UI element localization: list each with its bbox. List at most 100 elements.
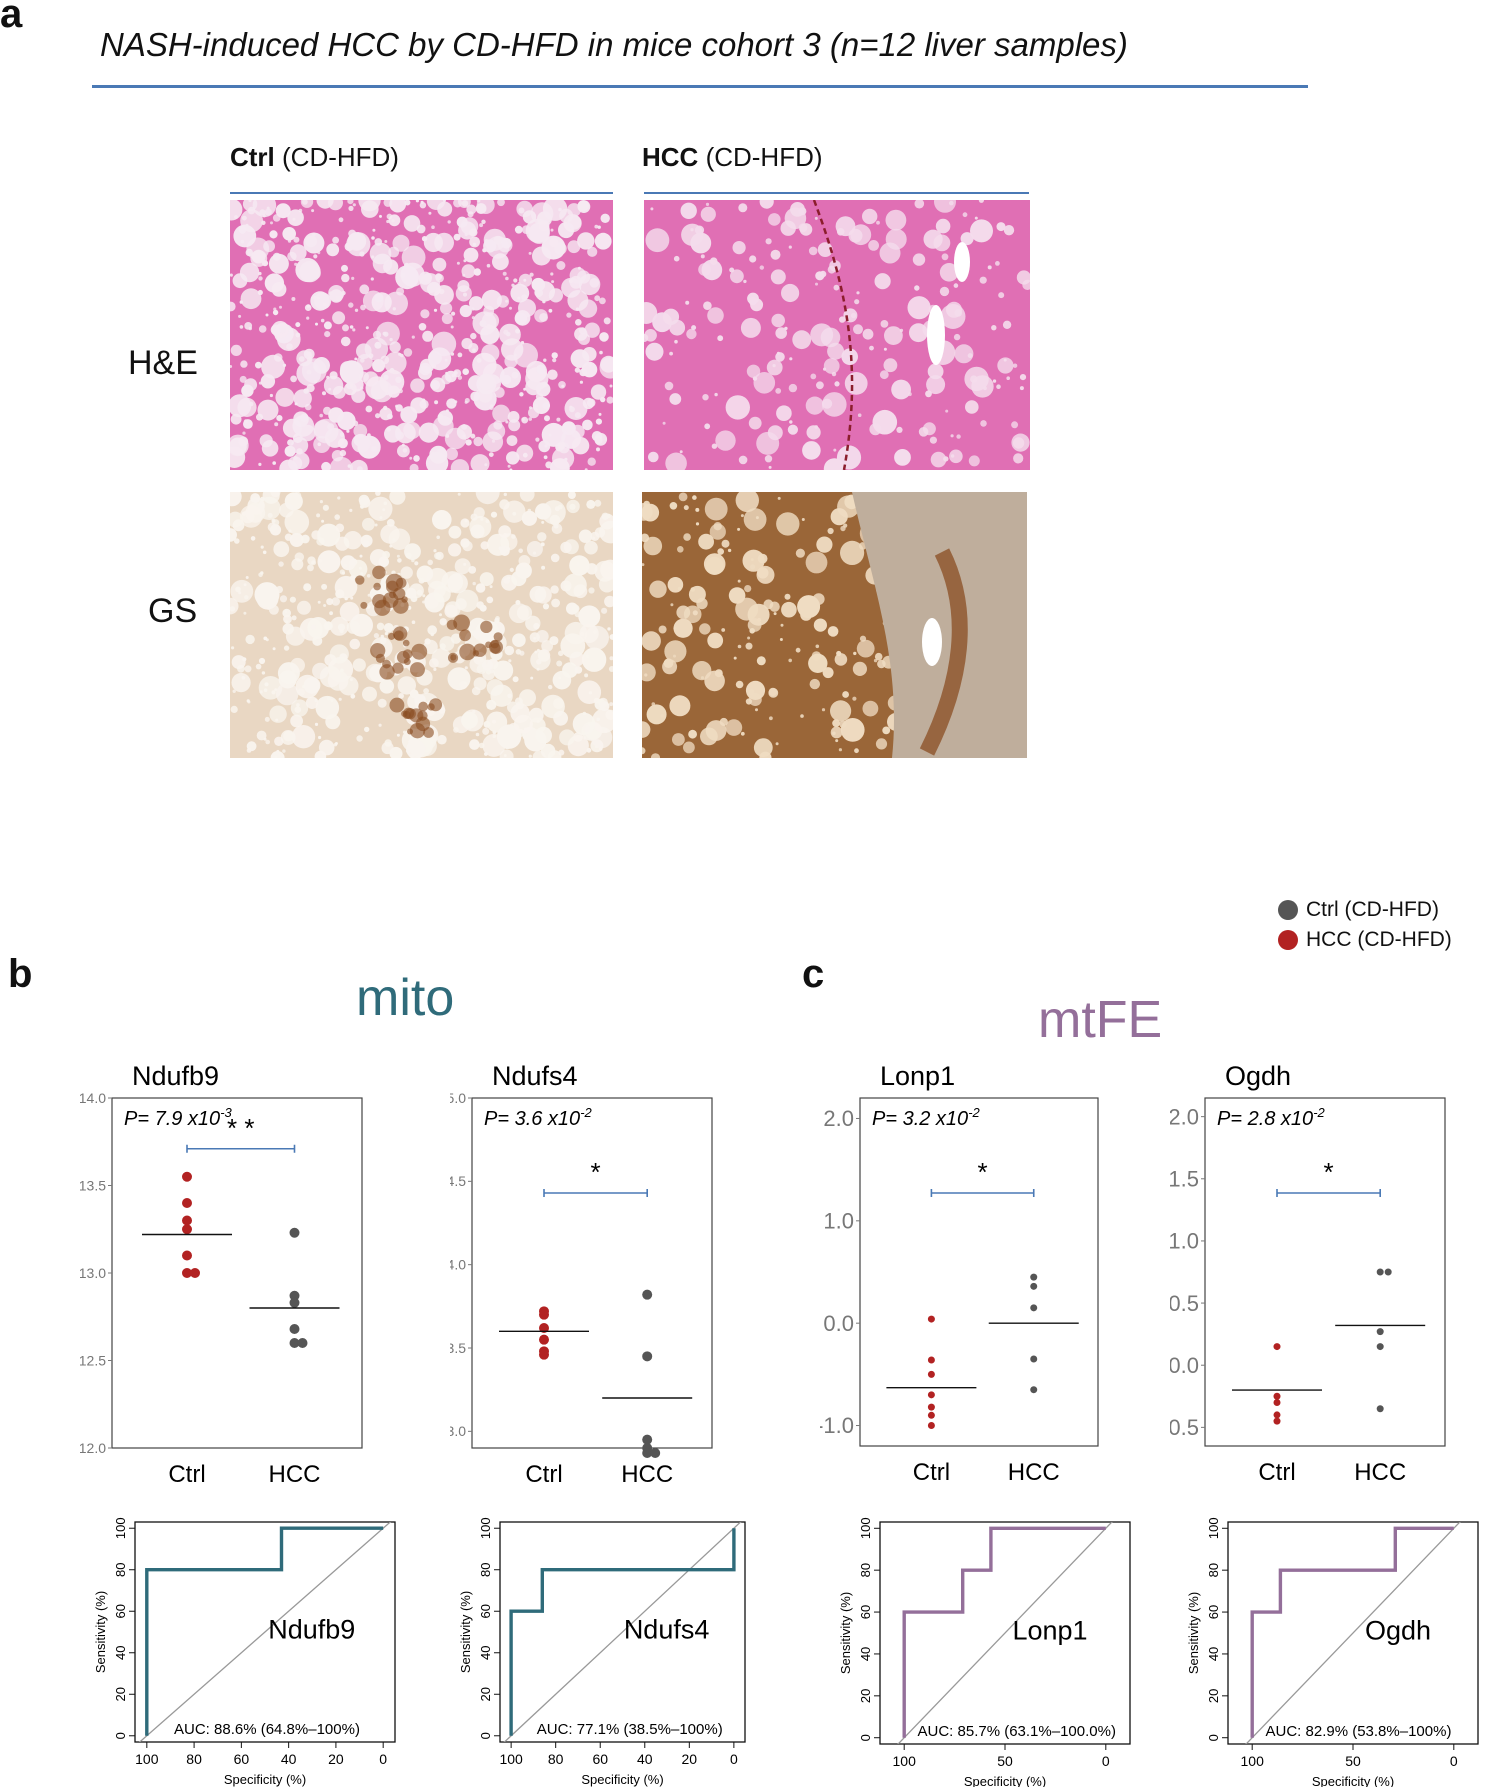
vacuole: [462, 368, 469, 375]
vacuole: [579, 380, 583, 384]
vacuole: [245, 576, 249, 579]
vacuole: [609, 656, 613, 661]
vacuole: [816, 536, 833, 553]
vacuole: [366, 574, 371, 578]
vacuole: [979, 276, 987, 284]
vacuole: [231, 673, 251, 693]
vacuole: [738, 203, 748, 213]
vacuole: [492, 730, 497, 735]
vacuole: [914, 285, 920, 291]
vacuole: [319, 665, 342, 688]
vacuole: [378, 723, 382, 727]
vacuole: [553, 710, 568, 726]
vacuole: [420, 273, 440, 293]
vacuole: [434, 285, 454, 305]
vacuole: [430, 380, 441, 390]
vacuole: [402, 448, 408, 453]
vacuole: [596, 717, 601, 722]
vacuole: [672, 733, 685, 746]
vacuole: [730, 269, 744, 284]
vacuole: [606, 513, 611, 519]
roc-gene-label: Ndufs4: [624, 1615, 710, 1645]
x-tick-label: 50: [997, 1753, 1013, 1769]
vacuole: [471, 686, 481, 696]
data-point-hcc: [289, 1290, 300, 1301]
vacuole: [775, 352, 785, 362]
vacuole: [967, 353, 973, 359]
vacuole: [257, 399, 279, 421]
tumor-border-line: [812, 200, 854, 470]
vacuole: [508, 659, 512, 663]
vacuole: [383, 405, 388, 411]
vacuole: [365, 405, 373, 413]
x-axis-label: Specificity (%): [581, 1772, 663, 1787]
vacuole: [683, 533, 691, 541]
vacuole: [551, 598, 560, 608]
vacuole: [457, 375, 463, 380]
vacuole: [805, 551, 828, 574]
vacuole: [743, 508, 767, 531]
vacuole: [405, 587, 417, 599]
vacuole: [502, 271, 507, 276]
vacuole: [599, 357, 613, 379]
vacuole: [748, 296, 757, 306]
vacuole: [472, 581, 476, 586]
vacuole: [997, 357, 1014, 374]
vacuole: [665, 452, 687, 470]
vacuole: [350, 693, 356, 699]
vacuole: [876, 220, 880, 225]
vacuole: [276, 415, 283, 422]
vacuole: [420, 200, 424, 204]
x-tick-label: 100: [893, 1753, 917, 1769]
vacuole: [545, 461, 553, 469]
vacuole: [507, 411, 520, 423]
vacuole: [463, 562, 467, 566]
vacuole: [362, 517, 375, 531]
vacuole: [411, 620, 416, 624]
vacuole: [352, 418, 356, 422]
data-point-ctrl: [1273, 1411, 1281, 1419]
data-point-hcc: [1030, 1304, 1038, 1312]
vacuole: [293, 236, 300, 243]
vacuole: [386, 219, 390, 224]
vacuole: [680, 202, 697, 219]
vacuole: [582, 724, 591, 733]
vacuole: [651, 702, 656, 706]
x-tick-label: 40: [637, 1751, 653, 1767]
vacuole: [515, 562, 532, 579]
vacuole: [770, 249, 781, 260]
gs-stain-cluster: [473, 643, 487, 657]
vacuole: [383, 374, 389, 380]
vacuole: [560, 541, 572, 554]
y-tick-label: 1.0: [1170, 1229, 1199, 1254]
data-point-hcc: [289, 1297, 300, 1308]
vacuole: [317, 550, 341, 574]
vacuole: [699, 623, 711, 635]
vacuole: [609, 702, 613, 707]
roc-ndufb9: 100 80 60 40 20 0 0 20 40 60 80 100 Specificity (%) S…: [93, 1517, 396, 1787]
x-category-label: Ctrl: [1258, 1459, 1295, 1486]
y-tick-label: 1.5: [1170, 1166, 1199, 1191]
vacuole: [753, 372, 776, 394]
vacuole: [650, 753, 661, 758]
y-axis-label: Sensitivity (%): [1186, 1592, 1201, 1674]
vacuole: [899, 328, 904, 333]
vacuole: [247, 700, 251, 704]
vacuole: [648, 451, 659, 463]
y-tick-label: 60: [858, 1605, 873, 1619]
vacuole: [831, 371, 837, 377]
vacuole: [492, 253, 509, 271]
vacuole: [518, 548, 523, 554]
vacuole: [926, 375, 946, 395]
vacuole: [499, 366, 521, 388]
vacuole: [271, 282, 287, 297]
vacuole: [759, 200, 774, 209]
vacuole: [420, 309, 430, 319]
vacuole: [321, 519, 325, 523]
vacuole: [359, 554, 363, 558]
vacuole: [383, 623, 394, 633]
vacuole: [549, 514, 561, 526]
vacuole: [380, 637, 387, 644]
vacuole: [554, 506, 560, 512]
vacuole: [798, 207, 807, 216]
